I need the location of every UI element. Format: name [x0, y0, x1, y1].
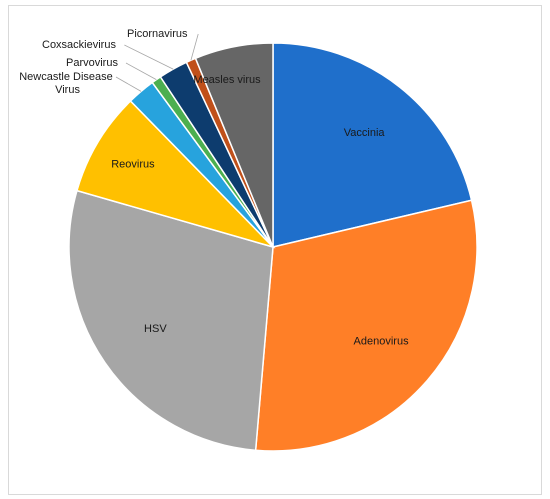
leader-line-parvovirus [125, 62, 157, 81]
leader-lines [115, 33, 199, 92]
pie-slice-reovirus [76, 99, 276, 249]
slice-labels: Vaccinia Adenovirus HSV Reovirus Newcastle D… [19, 28, 409, 347]
slice-label-measles-virus: Measles virus [193, 74, 261, 86]
slice-label-picornavirus: Picornavirus [127, 28, 188, 40]
pie-slices [68, 42, 478, 452]
slice-label-vaccinia: Vaccinia [344, 127, 386, 139]
pie-slice-measles-virus [194, 42, 274, 248]
pie-slice-hsv [68, 189, 274, 452]
leader-line-picornavirus [190, 33, 199, 61]
slice-label-reovirus: Reovirus [111, 158, 155, 170]
slice-label-adenovirus: Adenovirus [354, 335, 410, 347]
pie-slice-vaccinia [272, 42, 473, 248]
slice-label-parvovirus: Parvovirus [66, 57, 118, 69]
pie-slice-adenovirus [254, 199, 478, 452]
leader-line-coxsackievirus [124, 44, 174, 70]
leader-line-newcastle-disease-virus [115, 76, 142, 92]
slice-label-hsv: HSV [144, 323, 167, 335]
slice-label-newcastle-disease-virus: Newcastle Disease Virus [19, 71, 113, 96]
slice-label-coxsackievirus: Coxsackievirus [42, 39, 116, 51]
